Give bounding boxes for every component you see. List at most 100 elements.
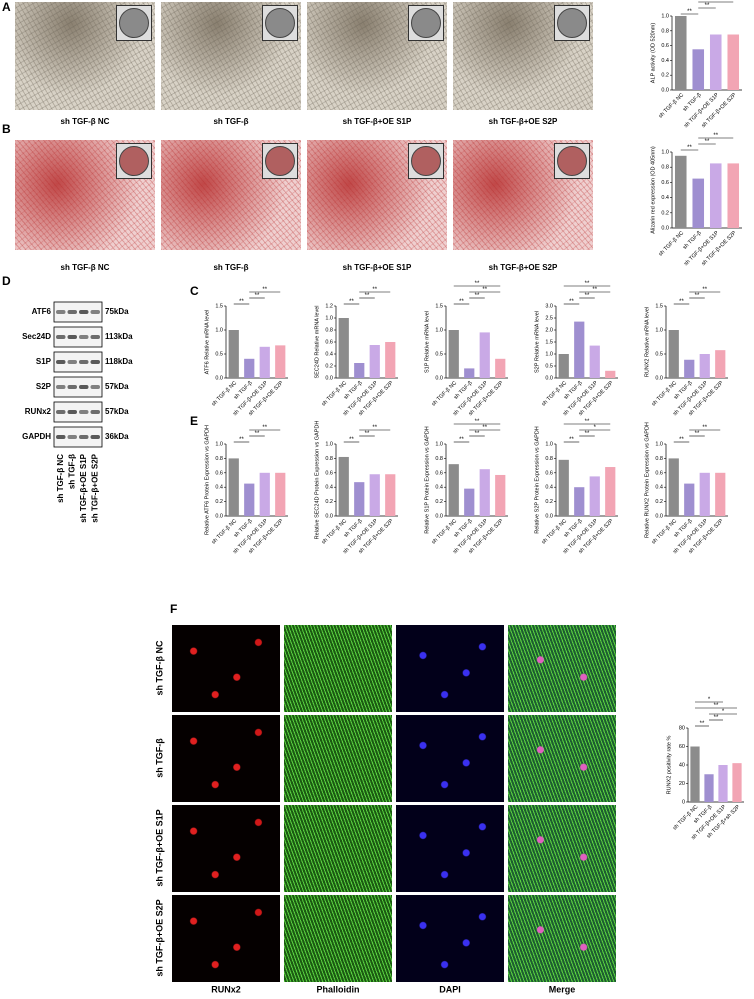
protein-label: Sec24D	[22, 332, 51, 341]
significance-label: **	[475, 281, 480, 287]
image-caption: sh TGF-β NC	[61, 117, 110, 126]
significance-label: **	[372, 425, 377, 431]
y-axis-label: Relative ATF6 Protein Expression vs GAPD…	[204, 425, 210, 535]
significance-label: **	[475, 419, 480, 425]
y-tick-label: 0.6	[215, 470, 223, 476]
well	[119, 146, 149, 176]
x-tick-label: sh TGF-β NC	[658, 92, 685, 119]
fluorescence-image	[284, 805, 392, 892]
image-caption: sh TGF-β NC	[61, 263, 110, 272]
y-tick-label: 0.6	[661, 43, 669, 49]
y-tick-label: 0.0	[215, 513, 223, 519]
y-tick-label: 0.6	[325, 470, 333, 476]
y-tick-label: 20	[679, 781, 685, 787]
blot-band	[90, 335, 100, 339]
y-tick-label: 0.0	[655, 375, 663, 381]
significance-label: **	[239, 299, 244, 305]
well-inset	[262, 143, 298, 179]
column-label: Merge	[549, 984, 576, 994]
y-axis-label: S1P Relative mRNA level	[424, 311, 430, 373]
alp-stain-image	[453, 2, 593, 110]
x-tick-label: sh TGF-β NC	[431, 518, 458, 545]
x-tick-label: sh TGF-β NC	[321, 380, 348, 407]
fluorescence-image	[172, 715, 280, 802]
bar	[495, 474, 506, 516]
bar	[275, 345, 286, 378]
blot-band	[67, 335, 77, 339]
protein-label: S2P	[36, 382, 52, 391]
significance-label: *	[722, 709, 725, 715]
significance-label: **	[262, 425, 267, 431]
fluorescence-image	[284, 715, 392, 802]
significance-label: *	[594, 425, 597, 431]
significance-label: **	[459, 299, 464, 305]
well	[557, 8, 587, 38]
bar	[732, 763, 742, 802]
y-axis-label: Relative S1P Protein Expression vs GAPDH	[424, 426, 430, 534]
y-axis-label: Alizarin red expression (OD 405nm)	[650, 146, 656, 234]
alp-stain-image	[15, 2, 155, 110]
y-tick-label: 0.4	[325, 485, 333, 491]
blot-band	[56, 310, 66, 314]
blot-band	[90, 410, 100, 414]
fluorescence-image	[508, 625, 616, 712]
bar	[709, 163, 722, 228]
y-tick-label: 0.8	[325, 327, 333, 333]
x-tick-label: sh TGF-β NC	[658, 230, 685, 257]
blot-band	[56, 360, 66, 364]
well	[411, 146, 441, 176]
row-label: sh TGF-β+OE S2P	[154, 899, 164, 976]
bar	[674, 155, 687, 228]
y-tick-label: 0.6	[655, 470, 663, 476]
x-tick-label: sh TGF-β NC	[211, 518, 238, 545]
y-tick-label: 0.0	[545, 375, 553, 381]
column-label: Phalloidin	[316, 984, 359, 994]
y-tick-label: 60	[679, 744, 685, 750]
row-label: sh TGF-β NC	[154, 640, 164, 695]
y-tick-label: 0.4	[435, 485, 443, 491]
significance-label: **	[569, 299, 574, 305]
blot-frame	[53, 426, 103, 448]
y-axis-label: SEC24D Relative mRNA level	[314, 305, 320, 378]
lane-label: sh TGF-β+OE S2P	[91, 453, 100, 522]
bar	[448, 330, 459, 378]
significance-label: **	[687, 9, 692, 15]
blot-band	[67, 385, 77, 389]
bar	[699, 472, 710, 516]
blot-band	[67, 435, 77, 439]
y-tick-label: 1.0	[655, 327, 663, 333]
y-tick-label: 0.5	[435, 351, 443, 357]
blot-band	[79, 435, 89, 439]
fluorescence-image	[396, 625, 504, 712]
bar	[354, 363, 365, 378]
well-inset	[262, 5, 298, 41]
y-tick-label: 0.8	[325, 456, 333, 462]
y-tick-label: 1.0	[215, 327, 223, 333]
blot-band	[79, 310, 89, 314]
y-tick-label: 0.0	[661, 87, 669, 93]
well	[411, 8, 441, 38]
bar	[259, 346, 270, 378]
lane-label: sh TGF-β+OE S1P	[79, 453, 88, 522]
y-tick-label: 2.0	[545, 327, 553, 333]
y-tick-label: 0.0	[435, 513, 443, 519]
y-tick-label: 0.4	[545, 485, 553, 491]
alizarin-stain-image	[161, 140, 301, 250]
y-axis-label: S2P Relative mRNA level	[534, 311, 540, 373]
bar	[479, 469, 490, 516]
column-label: DAPI	[439, 984, 461, 994]
significance-label: **	[705, 3, 710, 9]
y-tick-label: 1.0	[661, 149, 669, 155]
well-inset	[408, 143, 444, 179]
fluorescence-image	[172, 895, 280, 982]
significance-label: **	[349, 299, 354, 305]
image-caption: sh TGF-β	[213, 117, 248, 126]
bar	[704, 774, 714, 802]
y-tick-label: 1.0	[215, 441, 223, 447]
x-tick-label: sh TGF-β+OE S2P	[701, 230, 738, 267]
x-tick-label: sh TGF-β NC	[541, 380, 568, 407]
bar	[228, 330, 239, 378]
size-label: 57kDa	[105, 382, 129, 391]
y-tick-label: 0.2	[325, 363, 333, 369]
y-axis-label: ALP activity (OD 520nm)	[650, 23, 656, 84]
